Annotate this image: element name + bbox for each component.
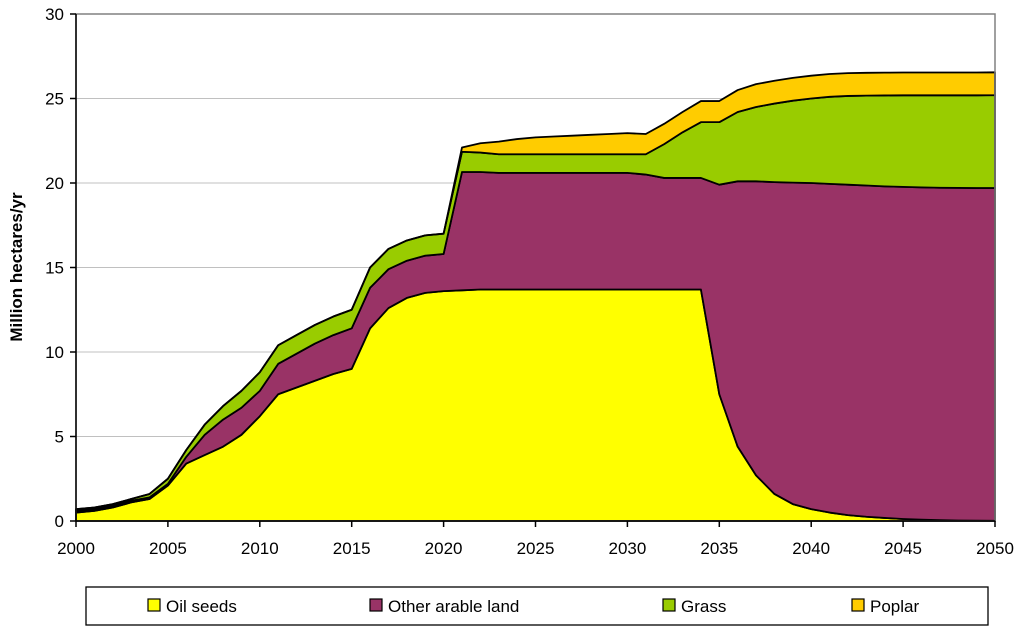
y-axis-title: Million hectares/yr — [7, 192, 26, 342]
legend-label: Other arable land — [388, 597, 519, 616]
x-tick-label: 2025 — [517, 539, 555, 558]
y-tick-label: 20 — [45, 174, 64, 193]
x-tick-label: 2005 — [149, 539, 187, 558]
legend-label: Poplar — [870, 597, 919, 616]
y-tick-label: 10 — [45, 343, 64, 362]
x-tick-label: 2020 — [425, 539, 463, 558]
x-tick-label: 2045 — [884, 539, 922, 558]
x-tick-label: 2035 — [700, 539, 738, 558]
legend: Oil seeds Other arable land Grass Poplar — [85, 586, 989, 626]
x-tick-label: 2050 — [976, 539, 1014, 558]
series-areas — [75, 71, 996, 522]
x-tick-label: 2000 — [57, 539, 95, 558]
legend-swatch — [369, 598, 383, 612]
legend-swatch — [851, 598, 865, 612]
legend-box — [85, 586, 989, 626]
x-tick-label: 2010 — [241, 539, 279, 558]
y-tick-label: 0 — [55, 512, 64, 531]
x-tick-label: 2015 — [333, 539, 371, 558]
y-tick-label: 15 — [45, 259, 64, 278]
y-tick-label: 5 — [55, 428, 64, 447]
y-tick-label: 30 — [45, 5, 64, 24]
legend-label: Grass — [681, 597, 726, 616]
x-tick-label: 2030 — [608, 539, 646, 558]
y-tick-label: 25 — [45, 90, 64, 109]
legend-swatch — [662, 598, 676, 612]
legend-label: Oil seeds — [166, 597, 237, 616]
x-tick-label: 2040 — [792, 539, 830, 558]
legend-swatch — [147, 598, 161, 612]
